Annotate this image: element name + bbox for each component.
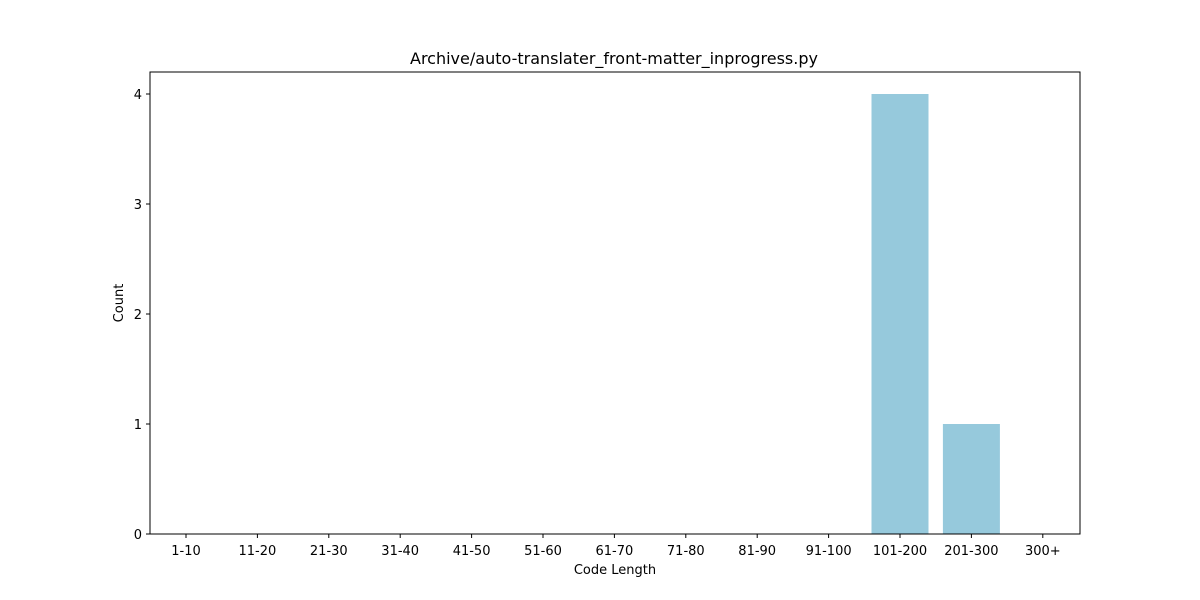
x-tick-label: 91-100 [806,544,852,559]
y-axis: 0 1 2 3 4 [134,88,150,543]
bar-101-200 [871,94,929,534]
x-tick-label: 51-60 [524,544,562,559]
y-tick-label: 3 [134,198,142,213]
x-tick-label: 201-300 [944,544,998,559]
x-tick-label: 21-30 [310,544,348,559]
x-tick-label: 81-90 [738,544,776,559]
x-axis-label: Code Length [574,563,656,578]
y-tick-label: 1 [134,418,142,433]
x-tick-label: 300+ [1025,544,1061,559]
y-tick-label: 0 [134,528,142,543]
x-tick-label: 101-200 [873,544,927,559]
x-tick-label: 1-10 [171,544,201,559]
x-tick-label: 71-80 [667,544,705,559]
y-axis-label: Count [112,284,127,323]
x-tick-label: 11-20 [239,544,277,559]
bar-201-300 [942,424,1000,534]
y-tick-label: 2 [134,308,142,323]
bars-layer [871,94,1000,534]
x-axis: 1-10 11-20 21-30 31-40 41-50 51-60 61-70 71-80 8… [171,534,1061,559]
x-tick-label: 61-70 [596,544,634,559]
x-tick-label: 31-40 [381,544,419,559]
y-tick-label: 4 [134,88,142,103]
plot-frame [149,71,1081,535]
chart-title: Archive/auto-translater_front-matter_inp… [410,49,818,69]
x-tick-label: 41-50 [453,544,491,559]
